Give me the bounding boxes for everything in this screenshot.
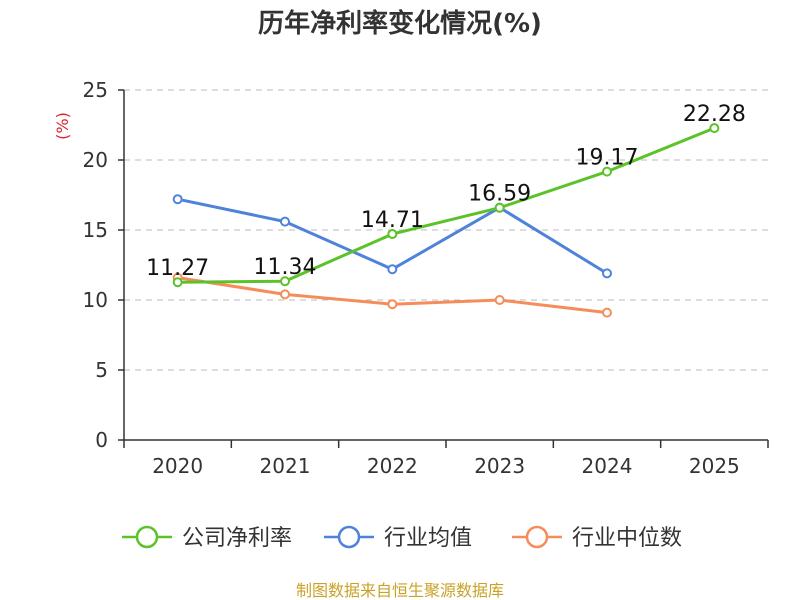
y-tick-label: 5 [95, 358, 108, 382]
legend-item-industry_median: 行业中位数 [512, 525, 682, 551]
data-label: 22.28 [683, 102, 746, 127]
legend-item-industry_avg: 行业均值 [324, 525, 472, 551]
legend-label: 公司净利率 [182, 526, 292, 551]
legend-label: 行业均值 [384, 526, 472, 551]
data-labels: 11.27 11.34 14.71 16.59 19.17 22.28 [146, 102, 746, 281]
x-tick-label-2024: 2024 [582, 454, 633, 478]
data-point-industry_avg [172, 194, 183, 205]
y-axis-unit-label: (%) [53, 112, 72, 140]
series-line-net_margin [176, 126, 716, 284]
legend-marker [337, 525, 361, 549]
y-tick-label: 20 [83, 148, 108, 172]
grid-lines [124, 89, 768, 371]
data-point-industry_median [494, 295, 505, 305]
data-label: 11.27 [146, 256, 209, 281]
series-net_margin [172, 123, 720, 288]
y-tick-label: 0 [95, 428, 108, 452]
series-lines [172, 123, 720, 318]
x-tick-label-2021: 2021 [260, 454, 311, 478]
data-point-industry_median [280, 289, 290, 300]
data-label: 14.71 [361, 208, 424, 233]
data-label: 16.59 [468, 182, 531, 207]
series-industry_median [172, 272, 612, 318]
data-point-net_margin [709, 123, 720, 134]
legend-item-net_margin: 公司净利率 [122, 525, 292, 551]
y-tick-label: 25 [83, 78, 108, 102]
x-tick-label-2025: 2025 [689, 454, 740, 478]
data-point-industry_median [387, 299, 398, 310]
legend: 公司净利率 行业均值 行业中位数 [122, 525, 682, 551]
data-point-net_margin [172, 277, 183, 288]
data-label: 11.34 [254, 255, 317, 280]
data-point-net_margin [602, 166, 612, 177]
data-point-industry_avg [387, 264, 398, 275]
data-point-net_margin [387, 229, 398, 240]
data-point-industry_avg [280, 216, 290, 227]
data-label: 19.17 [576, 146, 639, 171]
legend-marker [135, 525, 159, 549]
x-tick-label-2023: 2023 [474, 454, 525, 478]
data-point-net_margin [280, 276, 290, 287]
x-tick-label-2022: 2022 [367, 454, 418, 478]
data-point-industry_median [602, 307, 612, 318]
data-source-note: 制图数据来自恒生聚源数据库 [296, 581, 504, 600]
chart-title: 历年净利率变化情况(%) [258, 8, 542, 39]
y-tick-label: 15 [83, 218, 108, 242]
legend-label: 行业中位数 [572, 526, 682, 551]
data-point-industry_avg [602, 268, 612, 279]
legend-marker [525, 525, 549, 549]
y-tick-label: 10 [83, 288, 108, 312]
x-tick-label-2020: 2020 [152, 454, 203, 478]
data-point-net_margin [494, 202, 505, 213]
